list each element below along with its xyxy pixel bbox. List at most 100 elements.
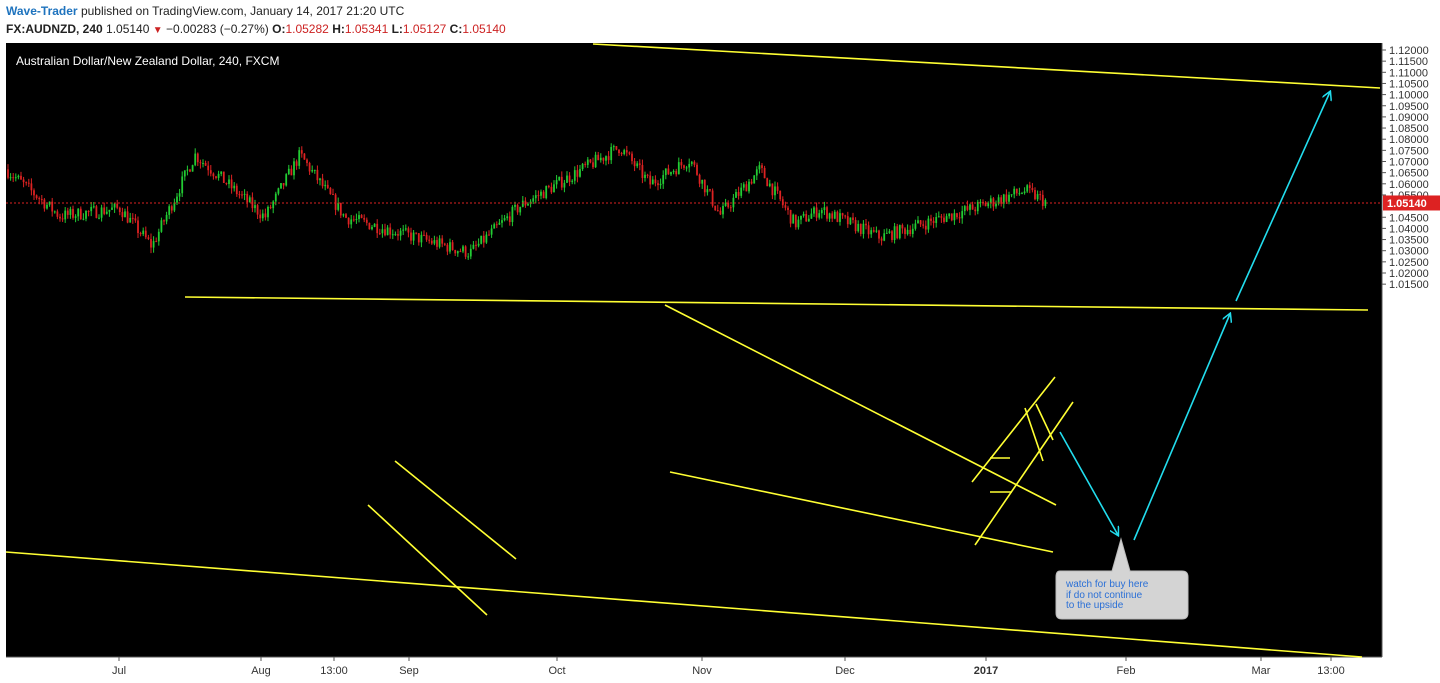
candle-up	[914, 223, 917, 229]
candle-up	[849, 217, 852, 225]
candle-up	[566, 175, 568, 183]
candle-up	[85, 210, 87, 219]
resistance-line[interactable]	[184, 296, 1369, 311]
candle-up	[168, 206, 171, 215]
candle-up	[735, 192, 737, 198]
close-value: 1.05140	[462, 22, 506, 36]
time-axis[interactable]	[6, 657, 1382, 683]
x-axis-ticks: Jul Aug 13:00 Sep Oct Nov Dec 2017 Feb Mar 13:00	[112, 657, 1345, 677]
candle-up	[753, 175, 756, 184]
candle-up	[503, 218, 506, 221]
wedge-upper-line[interactable]	[664, 304, 1057, 506]
candle-down	[103, 207, 106, 214]
x-tick-label: Oct	[548, 665, 565, 677]
candle-up	[202, 162, 204, 164]
candle-up	[456, 251, 459, 254]
y-tick-label: 1.07000	[1389, 157, 1429, 169]
candle-up	[875, 230, 878, 232]
candle-down	[241, 194, 243, 196]
candle-up	[813, 207, 815, 214]
candle-up	[404, 228, 407, 230]
candle-up	[774, 186, 776, 196]
small-flag-line-b[interactable]	[1035, 403, 1054, 441]
candle-down	[139, 233, 142, 235]
price-chart[interactable]: Australian Dollar/New Zealand Dollar, 24…	[0, 40, 1440, 683]
current-price-label: 1.05140	[1387, 198, 1427, 210]
y-tick-label: 1.09500	[1389, 101, 1429, 113]
flag1-upper-line[interactable]	[394, 460, 517, 560]
arrow-down[interactable]	[1059, 431, 1118, 535]
candle-down	[389, 227, 392, 235]
rising-channel-lower-line[interactable]	[974, 401, 1074, 546]
candle-up	[194, 153, 197, 166]
high-value: 1.05341	[344, 22, 389, 36]
upper-channel-line[interactable]	[592, 43, 1381, 89]
candle-up	[386, 227, 389, 236]
x-tick-label: Dec	[835, 665, 855, 677]
candle-up	[394, 234, 397, 236]
candle-up	[178, 193, 181, 197]
candle-down	[225, 182, 228, 184]
candle-down	[958, 217, 961, 219]
candle-down	[826, 207, 828, 219]
arrow-up-1[interactable]	[1133, 314, 1230, 541]
candle-down	[901, 225, 904, 229]
candle-up	[948, 213, 951, 217]
candle-up	[311, 170, 314, 172]
candle-down	[306, 159, 308, 164]
x-tick-label: 2017	[974, 665, 998, 677]
candle-up	[797, 219, 800, 228]
candle-down	[464, 246, 467, 257]
price-axis[interactable]	[1382, 43, 1440, 657]
candle-down	[971, 204, 974, 210]
candle-down	[446, 244, 449, 252]
candle-down	[607, 156, 610, 161]
candle-down	[22, 179, 25, 183]
candle-down	[454, 250, 457, 254]
candle-up	[399, 230, 402, 236]
candle-up	[677, 162, 680, 175]
candle-down	[943, 217, 945, 222]
candle-up	[706, 189, 709, 193]
candle-up	[911, 228, 914, 235]
wedge-lower-line[interactable]	[669, 471, 1054, 553]
candle-down	[51, 201, 54, 212]
arrow-up-2[interactable]	[1235, 92, 1330, 302]
candle-down	[59, 216, 61, 219]
candle-down	[516, 204, 519, 213]
candle-down	[638, 163, 641, 165]
candle-down	[56, 211, 59, 217]
candle-down	[794, 214, 797, 228]
candle-up	[545, 186, 548, 199]
candle-up	[664, 168, 667, 176]
candle-up	[740, 187, 743, 196]
candle-down	[38, 198, 41, 200]
candle-up	[498, 222, 501, 225]
candle-down	[72, 208, 74, 218]
low-label: L:	[391, 22, 403, 36]
rising-channel-upper-line[interactable]	[971, 376, 1056, 483]
author-link[interactable]: Wave-Trader	[6, 4, 78, 18]
candle-down	[35, 195, 38, 199]
trendlines[interactable]	[5, 43, 1381, 658]
projection-arrows[interactable]	[1059, 92, 1330, 541]
callout-annotation[interactable]: watch for buy here if do not continue to…	[1055, 537, 1189, 620]
candle-down	[602, 157, 605, 161]
candle-up	[558, 176, 561, 181]
candle-down	[352, 219, 355, 221]
lower-channel-line[interactable]	[5, 551, 1363, 658]
candle-down	[204, 162, 207, 166]
candle-up	[927, 218, 930, 230]
candle-down	[787, 207, 789, 210]
candle-down	[867, 225, 870, 235]
candle-down	[212, 173, 215, 177]
candle-up	[90, 206, 93, 212]
candle-down	[641, 164, 644, 178]
flag1-lower-line[interactable]	[367, 504, 488, 616]
candle-down	[615, 146, 618, 150]
candle-down	[815, 207, 818, 218]
small-flag-line-a[interactable]	[1024, 407, 1044, 462]
candle-down	[846, 216, 849, 225]
plot-area[interactable]	[6, 43, 1382, 657]
candle-up	[672, 171, 675, 173]
